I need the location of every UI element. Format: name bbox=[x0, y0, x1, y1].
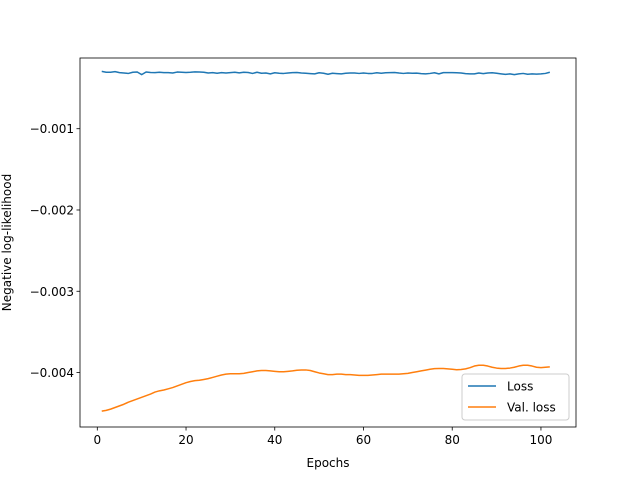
x-tick-label: 20 bbox=[178, 433, 193, 447]
plot-frame bbox=[79, 57, 577, 428]
y-axis-label: Negative log-likelihood bbox=[0, 174, 14, 311]
x-tick-label: 100 bbox=[529, 433, 552, 447]
x-tick-label: 0 bbox=[93, 433, 101, 447]
y-tick-label: −0.001 bbox=[30, 122, 74, 136]
legend-label-val-loss: Val. loss bbox=[507, 401, 556, 415]
y-tick-label: −0.004 bbox=[30, 366, 74, 380]
y-tick-label: −0.003 bbox=[30, 285, 74, 299]
x-tick-label: 80 bbox=[445, 433, 460, 447]
series-line-loss bbox=[101, 70, 551, 76]
y-tick-label: −0.002 bbox=[30, 203, 74, 217]
x-tick-label: 40 bbox=[267, 433, 282, 447]
x-axis-ticks: 0 20 40 60 80 100 bbox=[93, 427, 552, 447]
series-line-val-loss bbox=[101, 364, 550, 412]
legend: Loss Val. loss bbox=[461, 373, 570, 421]
series-layer bbox=[101, 70, 551, 412]
x-tick-label: 60 bbox=[356, 433, 371, 447]
x-axis-label: Epochs bbox=[307, 456, 350, 470]
y-axis-ticks: −0.001 −0.002 −0.003 −0.004 bbox=[30, 122, 80, 380]
legend-label-loss: Loss bbox=[507, 380, 533, 394]
